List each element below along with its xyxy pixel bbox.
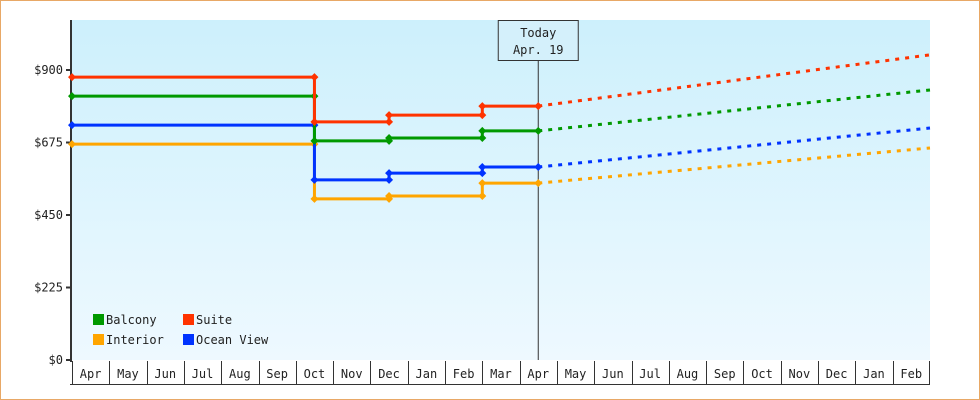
x-tick-label: Aug xyxy=(229,367,251,381)
legend-swatch xyxy=(183,334,194,345)
data-point-marker[interactable] xyxy=(478,191,487,200)
x-tick-label: Mar xyxy=(490,367,512,381)
legend-item-balcony[interactable]: Balcony xyxy=(93,313,157,327)
legend-item-suite[interactable]: Suite xyxy=(183,313,232,327)
data-point-marker[interactable] xyxy=(385,117,394,126)
data-point-marker[interactable] xyxy=(310,194,319,203)
data-point-marker[interactable] xyxy=(68,92,76,101)
x-tick-label: Jun xyxy=(602,367,624,381)
legend-swatch xyxy=(183,314,194,325)
x-tick-label: Nov xyxy=(789,367,811,381)
legend: Balcony Suite Interior Ocean View xyxy=(93,313,269,347)
data-point-marker[interactable] xyxy=(68,73,76,82)
y-axis: $0 $225 $450 $675 $900 xyxy=(34,20,72,367)
data-point-marker[interactable] xyxy=(534,126,543,135)
legend-label: Suite xyxy=(196,313,232,327)
data-point-marker[interactable] xyxy=(478,162,487,171)
y-tick-label: $0 xyxy=(49,353,63,367)
legend-swatch xyxy=(93,314,104,325)
data-point-marker[interactable] xyxy=(478,133,487,142)
legend-item-ocean-view[interactable]: Ocean View xyxy=(183,333,269,347)
x-tick-label: Nov xyxy=(341,367,363,381)
x-tick-label: Feb xyxy=(453,367,475,381)
data-point-marker[interactable] xyxy=(385,175,394,184)
x-tick-label: Oct xyxy=(304,367,326,381)
data-point-marker[interactable] xyxy=(310,73,319,82)
data-point-marker[interactable] xyxy=(385,111,394,120)
y-tick-label: $675 xyxy=(34,136,63,150)
data-point-marker[interactable] xyxy=(478,179,487,188)
y-tick-label: $900 xyxy=(34,63,63,77)
series-lines xyxy=(68,53,931,203)
x-tick-label: Feb xyxy=(900,367,922,381)
data-point-marker[interactable] xyxy=(385,133,394,142)
data-point-marker[interactable] xyxy=(534,179,543,188)
data-point-marker[interactable] xyxy=(385,169,394,178)
plot-area xyxy=(72,20,930,360)
x-tick-label: Jun xyxy=(154,367,176,381)
data-point-marker[interactable] xyxy=(68,140,76,149)
today-label: Today xyxy=(520,26,556,40)
x-tick-label: Sep xyxy=(266,367,288,381)
x-axis: Apr May Jun Jul Aug Sep Oct Nov Dec Jan Feb Mar Apr M… xyxy=(70,361,930,385)
today-marker: Today Apr. 19 xyxy=(497,20,579,360)
data-point-marker[interactable] xyxy=(310,117,319,126)
x-tick-label: Jan xyxy=(416,367,438,381)
legend-item-interior[interactable]: Interior xyxy=(93,333,164,347)
x-tick-label: Dec xyxy=(378,367,400,381)
data-point-marker[interactable] xyxy=(478,169,487,178)
data-point-marker[interactable] xyxy=(385,191,394,200)
y-tick-label: $450 xyxy=(34,208,63,222)
data-point-marker[interactable] xyxy=(310,175,319,184)
x-tick-label: Jul xyxy=(192,367,214,381)
x-tick-label: May xyxy=(565,367,587,381)
x-tick-label: Jan xyxy=(863,367,885,381)
y-tick-label: $225 xyxy=(34,281,63,295)
x-tick-label: Oct xyxy=(751,367,773,381)
x-tick-label: Aug xyxy=(677,367,699,381)
data-point-marker[interactable] xyxy=(478,102,487,111)
data-point-marker[interactable] xyxy=(310,136,319,145)
x-tick-label: Apr xyxy=(527,367,549,381)
data-point-marker[interactable] xyxy=(478,111,487,120)
today-date: Apr. 19 xyxy=(513,43,564,57)
legend-swatch xyxy=(93,334,104,345)
series-suite xyxy=(68,53,931,126)
legend-label: Balcony xyxy=(106,313,157,327)
x-tick-label: Sep xyxy=(714,367,736,381)
x-tick-label: Jul xyxy=(639,367,661,381)
data-point-marker[interactable] xyxy=(478,126,487,135)
legend-label: Interior xyxy=(106,333,164,347)
data-point-marker[interactable] xyxy=(534,162,543,171)
legend-label: Ocean View xyxy=(196,333,269,347)
x-tick-label: May xyxy=(117,367,139,381)
x-tick-label: Dec xyxy=(826,367,848,381)
data-point-marker[interactable] xyxy=(68,121,76,130)
x-tick-label: Apr xyxy=(80,367,102,381)
data-point-marker[interactable] xyxy=(534,102,543,111)
